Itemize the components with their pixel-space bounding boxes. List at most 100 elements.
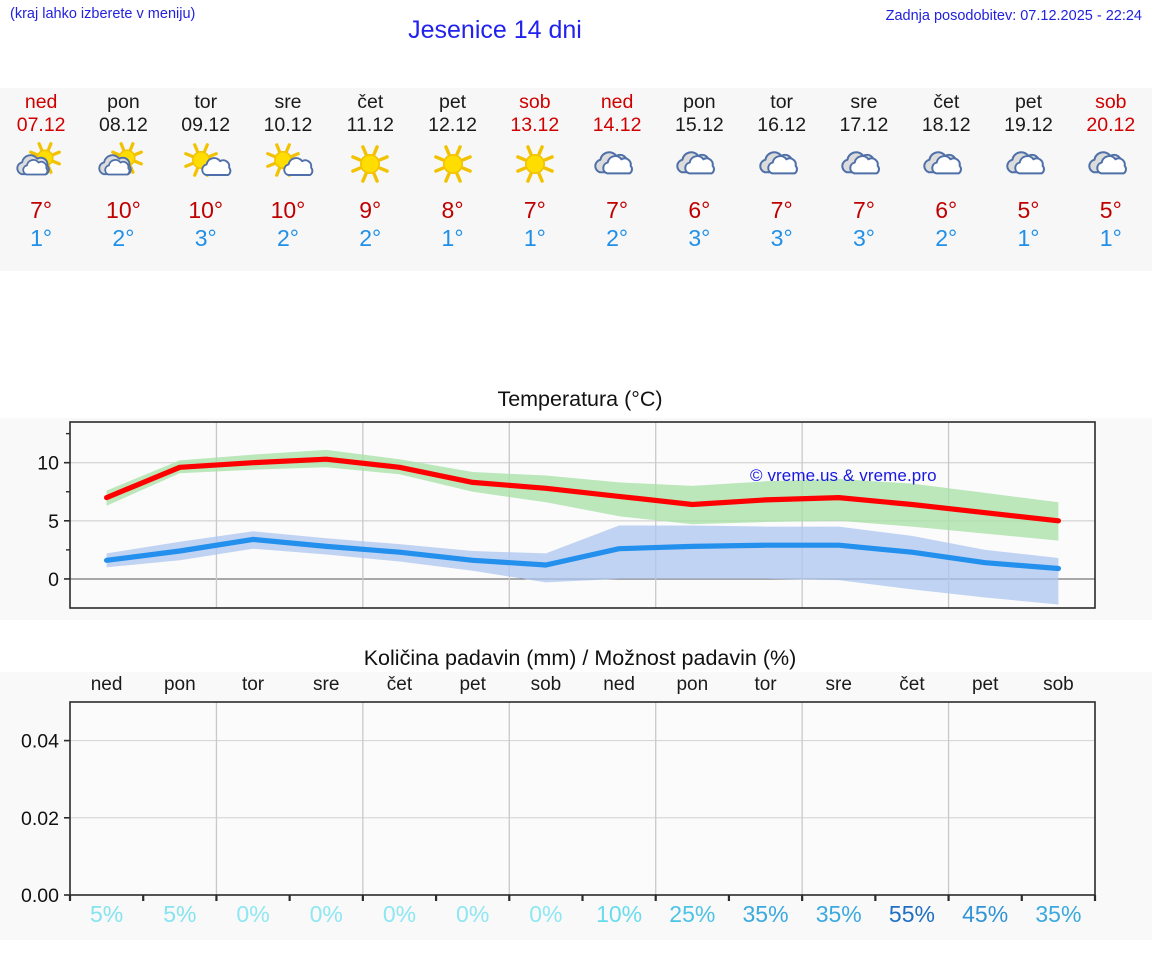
day-date: 08.12 xyxy=(99,114,148,136)
precipitation-probability-label: 55% xyxy=(888,901,935,927)
precipitation-probability-label: 25% xyxy=(669,901,716,927)
day-name: pon xyxy=(107,91,140,113)
forecast-day-column[interactable]: pon 08.12 10° 2° xyxy=(82,88,164,271)
day-max-temperature: 7° xyxy=(770,197,793,223)
precipitation-day-label: pon xyxy=(676,674,709,695)
day-max-temperature: 8° xyxy=(441,197,464,223)
precipitation-day-label: pet xyxy=(459,674,486,695)
day-min-temperature: 1° xyxy=(441,225,464,251)
copyright-text: © vreme.us & vreme.pro xyxy=(750,466,937,485)
cloudy-icon xyxy=(587,141,647,187)
forecast-day-column[interactable]: sre 10.12 10° 2° xyxy=(247,88,329,271)
day-name: sre xyxy=(274,91,302,113)
day-max-temperature: 6° xyxy=(688,197,711,223)
day-min-temperature: 2° xyxy=(112,225,135,251)
sun-icon xyxy=(423,141,483,187)
day-date: 13.12 xyxy=(510,114,560,136)
forecast-day-column[interactable]: sre 17.12 7° 3° xyxy=(823,88,905,271)
cloudy-icon xyxy=(752,141,812,187)
day-min-temperature: 1° xyxy=(523,225,546,251)
day-max-temperature: 6° xyxy=(935,197,958,223)
day-date: 15.12 xyxy=(674,114,724,136)
forecast-day-column[interactable]: pon 15.12 6° 3° xyxy=(658,88,740,271)
svg-text:0.04: 0.04 xyxy=(21,731,59,753)
precipitation-probability-label: 0% xyxy=(456,901,490,927)
precipitation-probability-label: 5% xyxy=(89,901,124,927)
day-max-temperature: 5° xyxy=(1099,197,1122,223)
precipitation-probability-label: 45% xyxy=(962,901,1009,927)
day-date: 19.12 xyxy=(1004,114,1053,136)
precipitation-probability-label: 35% xyxy=(742,901,789,927)
svg-text:0.02: 0.02 xyxy=(21,808,59,830)
day-max-temperature: 7° xyxy=(852,197,875,223)
day-min-temperature: 1° xyxy=(1017,225,1040,251)
day-min-temperature: 2° xyxy=(606,225,629,251)
precipitation-day-label: čet xyxy=(386,674,413,695)
forecast-day-column[interactable]: sob 13.12 7° 1° xyxy=(494,88,576,271)
temperature-chart-title: Temperatura (°C) xyxy=(497,387,663,411)
svg-text:0: 0 xyxy=(48,569,59,591)
precipitation-probability-label: 0% xyxy=(236,901,270,927)
day-name: pet xyxy=(438,91,467,113)
day-max-temperature: 7° xyxy=(523,197,546,223)
cloudy-icon xyxy=(916,141,976,187)
precipitation-chart-plot: 0.00 0.02 0.04 xyxy=(21,701,1097,907)
temperature-chart-plot: 0 5 10 xyxy=(37,421,1096,609)
forecast-day-column[interactable]: pet 12.12 8° 1° xyxy=(411,88,493,271)
day-name: tor xyxy=(770,91,794,113)
day-max-temperature: 7° xyxy=(30,197,53,223)
day-max-temperature: 7° xyxy=(606,197,629,223)
day-name: pon xyxy=(683,91,716,113)
day-date: 17.12 xyxy=(839,114,889,136)
precipitation-chart-title: Količina padavin (mm) / Možnost padavin … xyxy=(363,646,797,670)
top-bar: (kraj lahko izberete v meniju) Jesenice … xyxy=(0,0,1152,62)
precipitation-probability-label: 35% xyxy=(1035,901,1082,927)
sun-behind-cloud-icon xyxy=(93,141,153,187)
cloudy-icon xyxy=(1081,141,1141,187)
day-date: 09.12 xyxy=(181,114,231,136)
precipitation-chart-section: Količina padavin (mm) / Možnost padavin … xyxy=(0,640,1152,940)
precipitation-day-label: sre xyxy=(313,674,340,695)
forecast-day-column[interactable]: tor 16.12 7° 3° xyxy=(741,88,823,271)
page-title: Jesenice 14 dni xyxy=(408,16,582,44)
precipitation-day-label: pon xyxy=(163,674,196,695)
day-date: 14.12 xyxy=(592,114,642,136)
day-max-temperature: 10° xyxy=(270,197,306,223)
precipitation-day-label: tor xyxy=(754,674,777,695)
sun-behind-cloud-icon xyxy=(11,141,71,187)
day-max-temperature: 9° xyxy=(359,197,382,223)
precipitation-day-label: sre xyxy=(825,674,852,695)
forecast-day-column[interactable]: ned 14.12 7° 2° xyxy=(576,88,658,271)
day-date: 12.12 xyxy=(428,114,477,136)
day-min-temperature: 1° xyxy=(1099,225,1122,251)
precipitation-probability-labels: 5% 5% 0% 0% 0% 0% 0% 10% 25% 35% 35% 55% 45% 35% xyxy=(0,901,1152,935)
day-min-temperature: 2° xyxy=(276,225,299,251)
day-min-temperature: 3° xyxy=(770,225,793,251)
forecast-day-column[interactable]: ned 07.12 7° 1° xyxy=(0,88,82,271)
precipitation-probability-label: 35% xyxy=(815,901,862,927)
sun-icon xyxy=(505,141,565,187)
temperature-chart-section: Temperatura (°C) 0 5 10 xyxy=(0,380,1152,620)
last-updated-text: Zadnja posodobitev: 07.12.2025 - 22:24 xyxy=(885,8,1142,24)
day-date: 10.12 xyxy=(263,114,313,136)
precipitation-day-label: ned xyxy=(90,674,123,695)
day-max-temperature: 10° xyxy=(106,197,141,223)
forecast-day-column[interactable]: tor 09.12 10° 3° xyxy=(165,88,247,271)
day-date: 18.12 xyxy=(921,114,971,136)
precipitation-probability-label: 0% xyxy=(382,901,417,927)
precipitation-day-label: sob xyxy=(530,674,562,695)
sun-small-cloud-icon xyxy=(258,141,318,187)
day-date: 07.12 xyxy=(16,114,66,136)
day-min-temperature: 2° xyxy=(359,225,382,251)
forecast-day-column[interactable]: pet 19.12 5° 1° xyxy=(987,88,1069,271)
forecast-day-column[interactable]: čet 11.12 9° 2° xyxy=(329,88,411,271)
precipitation-day-label: čet xyxy=(899,674,925,695)
day-name: ned xyxy=(600,91,634,113)
day-name: sob xyxy=(1095,91,1127,113)
forecast-days-strip: ned 07.12 7° 1° pon 08.12 10° 2° tor 09.12 10° 3… xyxy=(0,88,1152,271)
day-min-temperature: 3° xyxy=(194,225,217,251)
precipitation-probability-label: 5% xyxy=(163,901,197,927)
forecast-day-column[interactable]: sob 20.12 5° 1° xyxy=(1070,88,1152,271)
day-name: sob xyxy=(519,91,551,113)
forecast-day-column[interactable]: čet 18.12 6° 2° xyxy=(905,88,987,271)
